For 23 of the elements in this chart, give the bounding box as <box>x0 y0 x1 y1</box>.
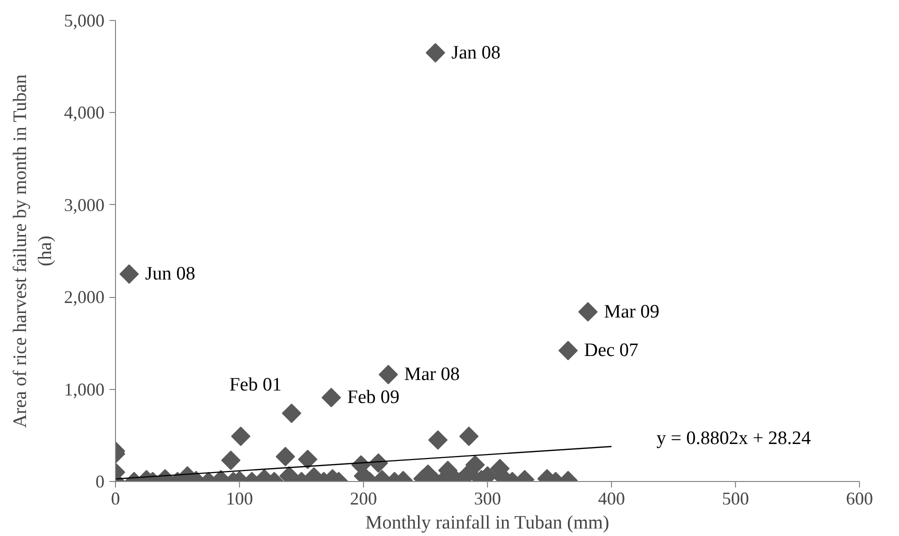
y-tick-label: 2,000 <box>64 287 104 308</box>
x-tick-label: 300 <box>474 488 501 508</box>
annotation: Jan 08 <box>451 42 500 64</box>
annotation: Jun 08 <box>145 264 196 285</box>
y-tick-label: 1,000 <box>64 379 104 400</box>
x-tick-label: 100 <box>226 488 253 508</box>
annotation: Feb 09 <box>347 387 400 408</box>
y-axis-title: Area of rice harvest failure by month in Tuban (ha) <box>10 74 56 428</box>
annotation: Mar 09 <box>604 301 660 322</box>
y-tick-label: 0 <box>96 472 104 492</box>
annotation: y = 0.8802x + 28.24 <box>656 428 812 449</box>
annotation: Dec 07 <box>584 340 638 362</box>
x-tick-label: 500 <box>722 488 749 508</box>
x-tick-label: 200 <box>350 488 377 508</box>
y-tick-label: 5,000 <box>64 10 104 30</box>
annotation: Feb 01 <box>229 374 282 396</box>
y-tick-label: 4,000 <box>64 102 104 123</box>
x-axis-title: Monthly rainfall in Tuban (mm) <box>365 512 610 534</box>
x-tick-label: 0 <box>111 488 120 508</box>
annotation: Mar 08 <box>404 364 460 386</box>
x-tick-label: 400 <box>598 488 625 508</box>
y-tick-label: 3,000 <box>64 194 104 215</box>
x-tick-label: 600 <box>846 488 873 508</box>
